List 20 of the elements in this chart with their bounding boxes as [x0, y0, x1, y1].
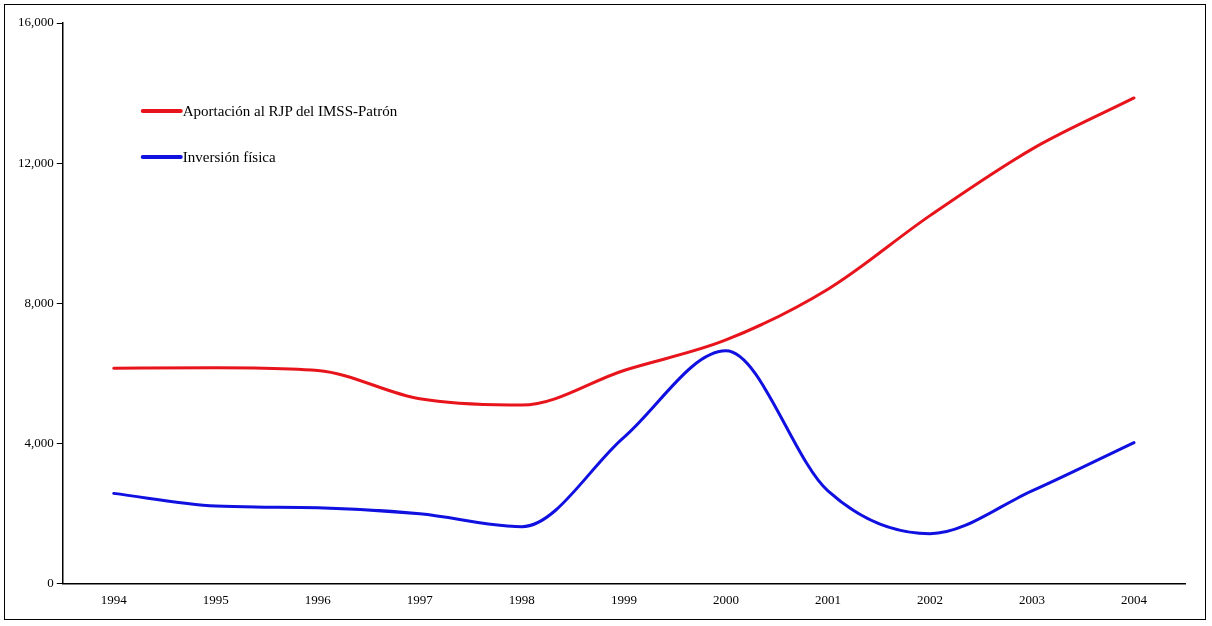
x-tick-label: 1996 — [304, 591, 332, 607]
line-series — [112, 96, 1136, 407]
y-tick-label: 16,000 — [18, 14, 54, 30]
y-tick-label: 12,000 — [18, 154, 54, 170]
x-tick-label: 2003 — [1018, 591, 1045, 607]
x-tick-label: 1994 — [100, 591, 128, 607]
x-tick-label: 2004 — [1120, 591, 1148, 607]
y-tick-label: 0 — [47, 574, 54, 590]
legend-label: Aportación al RJP del IMSS-Patrón — [182, 102, 398, 119]
x-tick-label: 2001 — [814, 591, 841, 607]
x-tick-label: 2000 — [712, 591, 739, 607]
x-tick-label: 1999 — [610, 591, 637, 607]
x-tick-label: 1995 — [202, 591, 229, 607]
x-tick-label: 1998 — [508, 591, 535, 607]
x-tick-label: 2002 — [916, 591, 943, 607]
legend-label: Inversión física — [182, 148, 276, 165]
line-series — [112, 349, 1136, 536]
x-tick-label: 1997 — [406, 591, 434, 607]
y-tick-label: 8,000 — [24, 294, 54, 310]
y-tick-label: 4,000 — [24, 434, 54, 450]
